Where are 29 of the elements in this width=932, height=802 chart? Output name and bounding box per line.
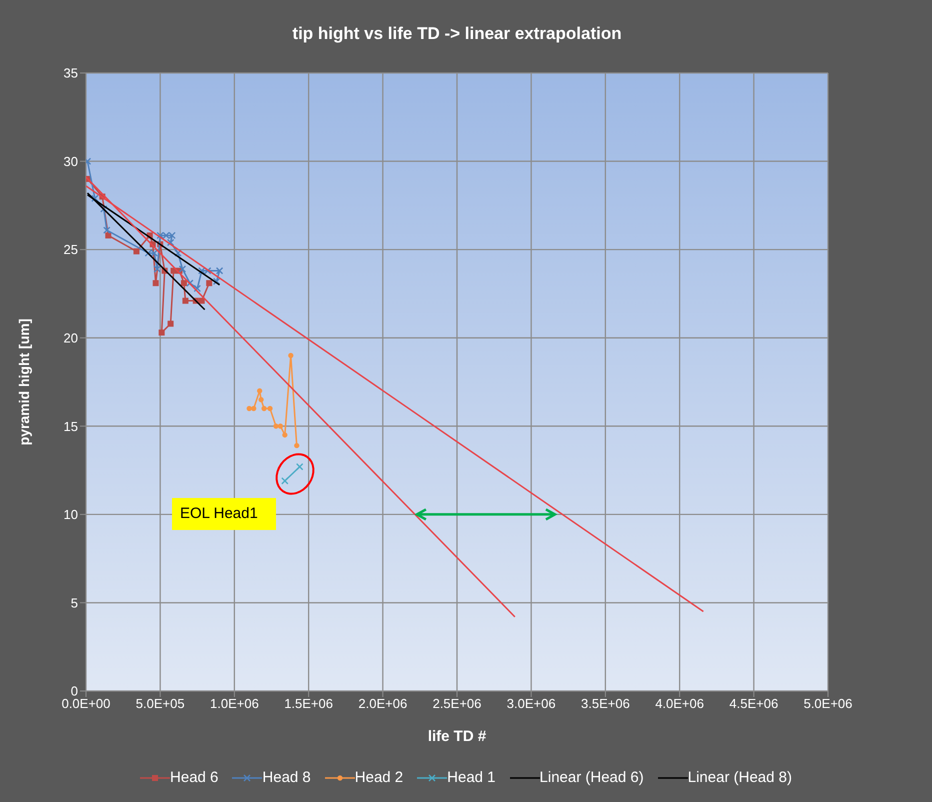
x-tick-label: 1.0E+06 <box>210 696 259 712</box>
x-tick-label: 5.0E+06 <box>804 696 852 712</box>
y-tick-label: 25 <box>64 242 78 258</box>
x-axis-title: life TD # <box>426 728 488 745</box>
legend-label: Head 2 <box>354 769 404 786</box>
x-tick-label: 2.5E+06 <box>432 696 482 712</box>
legend-label: Head 1 <box>446 769 496 786</box>
x-tick-label: 3.5E+06 <box>581 696 630 712</box>
x-tick-label: 0.0E+00 <box>62 696 110 712</box>
legend-label: Head 8 <box>261 769 311 786</box>
y-tick-label: 15 <box>64 418 78 434</box>
chart-title: tip hight vs life TD -> linear extrapolation <box>291 24 623 44</box>
y-tick-label: 0 <box>70 684 78 699</box>
x-tick-label: 1.5E+06 <box>284 696 333 712</box>
y-tick-label: 10 <box>64 507 78 522</box>
x-tick-label: 2.0E+06 <box>358 696 408 712</box>
y-axis-title: pyramid hight [um] <box>16 318 32 446</box>
x-tick-label: 4.5E+06 <box>729 696 778 712</box>
legend-label: Head 6 <box>169 769 218 786</box>
y-tick-label: 5 <box>70 595 78 610</box>
legend-label: Linear (Head 6) <box>538 769 644 786</box>
x-tick-label: 5.0E+05 <box>136 696 185 712</box>
x-tick-label: 4.0E+06 <box>655 696 704 712</box>
x-tick-label: 3.0E+06 <box>506 696 556 712</box>
annotation: EOL Head1 <box>172 498 276 530</box>
legend-label: Linear (Head 8) <box>686 769 792 786</box>
y-tick-label: 35 <box>64 66 78 81</box>
y-tick-label: 20 <box>64 330 78 346</box>
y-tick-label: 30 <box>64 154 78 169</box>
